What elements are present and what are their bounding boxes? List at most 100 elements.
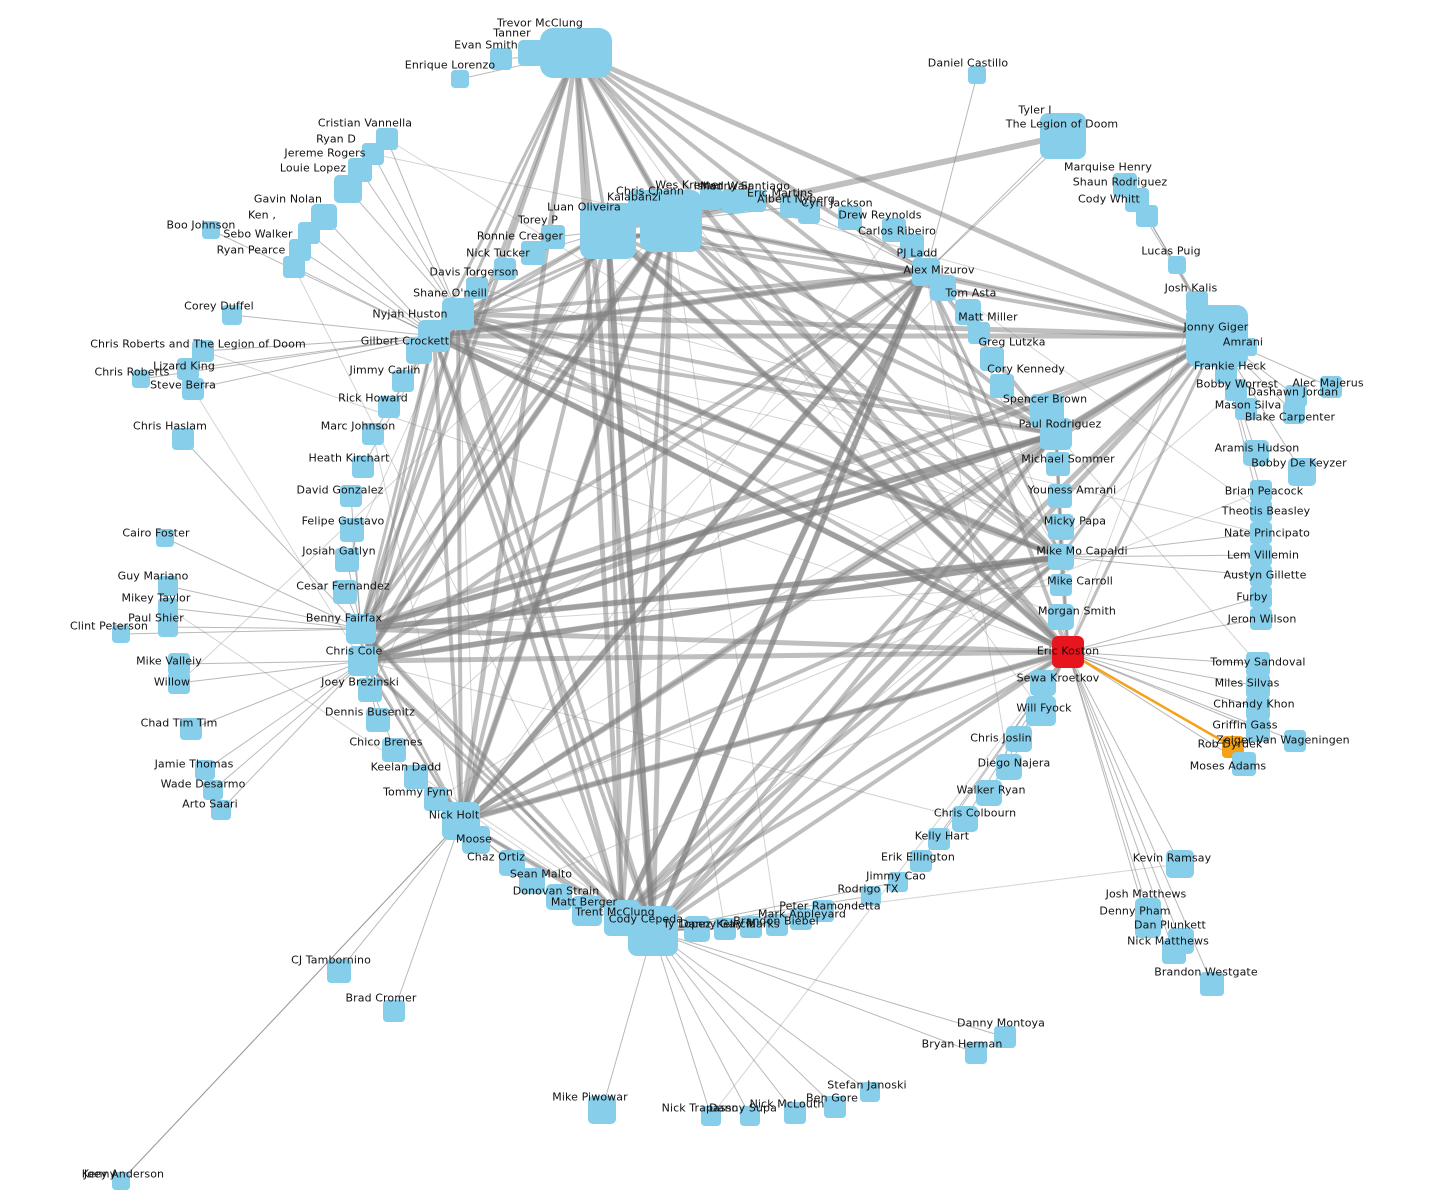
graph-node[interactable] — [158, 598, 178, 618]
graph-node[interactable] — [222, 305, 242, 325]
graph-node[interactable] — [1048, 484, 1072, 508]
graph-node[interactable] — [952, 806, 978, 832]
graph-node[interactable] — [965, 1042, 987, 1064]
graph-node[interactable] — [158, 576, 178, 596]
graph-node[interactable] — [1040, 418, 1072, 450]
graph-node[interactable] — [740, 916, 762, 938]
graph-node[interactable] — [701, 1106, 721, 1126]
graph-node[interactable] — [722, 189, 746, 213]
graph-node[interactable] — [462, 826, 490, 854]
graph-node[interactable] — [519, 868, 545, 894]
graph-node[interactable] — [1048, 544, 1074, 570]
graph-node[interactable] — [358, 678, 382, 702]
graph-node[interactable] — [910, 850, 932, 872]
graph-node[interactable] — [1135, 912, 1161, 938]
graph-node[interactable] — [838, 206, 862, 230]
graph-node[interactable] — [928, 828, 950, 850]
graph-node[interactable] — [798, 202, 820, 224]
graph-node[interactable] — [955, 299, 981, 325]
graph-node[interactable] — [1050, 574, 1072, 596]
graph-node[interactable] — [1250, 480, 1272, 502]
graph-node[interactable] — [112, 625, 130, 643]
graph-node[interactable] — [346, 614, 376, 644]
graph-node[interactable] — [1285, 385, 1307, 407]
graph-node[interactable] — [628, 906, 678, 956]
graph-node[interactable] — [1168, 256, 1186, 274]
graph-node[interactable] — [744, 190, 766, 212]
graph-node[interactable] — [378, 396, 400, 418]
graph-node[interactable] — [1052, 636, 1084, 668]
graph-node[interactable] — [1225, 379, 1247, 401]
graph-node[interactable] — [1048, 514, 1074, 540]
graph-node[interactable] — [156, 529, 174, 547]
graph-node[interactable] — [990, 374, 1014, 398]
graph-node[interactable] — [203, 780, 223, 800]
graph-node[interactable] — [860, 1082, 880, 1102]
graph-node[interactable] — [1200, 972, 1224, 996]
graph-node[interactable] — [1250, 565, 1272, 587]
graph-node[interactable] — [780, 196, 802, 218]
graph-node[interactable] — [1239, 338, 1257, 356]
graph-node[interactable] — [980, 347, 1004, 371]
graph-node[interactable] — [348, 646, 378, 676]
graph-node[interactable] — [1246, 696, 1270, 720]
graph-node[interactable] — [340, 518, 364, 542]
graph-node[interactable] — [298, 222, 320, 244]
graph-node[interactable] — [333, 580, 357, 604]
graph-node[interactable] — [366, 708, 390, 732]
graph-node[interactable] — [283, 256, 305, 278]
graph-node[interactable] — [180, 718, 202, 740]
graph-node[interactable] — [1250, 522, 1272, 544]
graph-node[interactable] — [1250, 500, 1272, 522]
graph-node[interactable] — [1006, 726, 1032, 752]
graph-node[interactable] — [392, 370, 414, 392]
graph-node[interactable] — [177, 358, 199, 380]
graph-node[interactable] — [1246, 652, 1270, 676]
graph-node[interactable] — [327, 959, 351, 983]
graph-node[interactable] — [824, 1096, 846, 1118]
graph-node[interactable] — [340, 485, 362, 507]
graph-node[interactable] — [766, 914, 788, 936]
graph-node[interactable] — [168, 672, 190, 694]
graph-node[interactable] — [861, 886, 881, 906]
graph-node[interactable] — [994, 1026, 1016, 1048]
graph-node[interactable] — [976, 780, 1002, 806]
graph-node[interactable] — [1215, 362, 1237, 384]
graph-node[interactable] — [541, 225, 565, 249]
graph-node[interactable] — [1243, 440, 1269, 466]
graph-node[interactable] — [352, 456, 374, 478]
graph-node[interactable] — [740, 1106, 760, 1126]
graph-node[interactable] — [1136, 205, 1158, 227]
graph-node[interactable] — [158, 617, 178, 637]
graph-node[interactable] — [1048, 604, 1074, 630]
graph-node[interactable] — [490, 48, 512, 70]
graph-node[interactable] — [1048, 127, 1078, 157]
graph-node[interactable] — [1246, 718, 1270, 742]
graph-node[interactable] — [1030, 670, 1056, 696]
graph-node[interactable] — [182, 378, 204, 400]
graph-node[interactable] — [968, 322, 990, 344]
graph-node[interactable] — [684, 916, 710, 942]
graph-node[interactable] — [289, 239, 311, 261]
graph-node[interactable] — [1232, 752, 1256, 776]
graph-node[interactable] — [192, 340, 214, 362]
graph-node[interactable] — [1166, 850, 1194, 878]
graph-node[interactable] — [546, 884, 572, 910]
graph-node[interactable] — [572, 896, 602, 926]
graph-node[interactable] — [1250, 608, 1272, 630]
graph-node[interactable] — [1162, 940, 1186, 964]
graph-node[interactable] — [714, 918, 736, 940]
graph-node[interactable] — [335, 548, 359, 572]
graph-node[interactable] — [700, 188, 722, 210]
graph-node[interactable] — [406, 338, 432, 364]
graph-node[interactable] — [112, 1172, 130, 1190]
graph-node[interactable] — [1186, 305, 1248, 367]
graph-node[interactable] — [996, 754, 1022, 780]
graph-node[interactable] — [211, 800, 231, 820]
graph-node[interactable] — [580, 203, 636, 259]
graph-node[interactable] — [1288, 458, 1316, 486]
graph-node[interactable] — [466, 277, 488, 299]
graph-node[interactable] — [132, 370, 150, 388]
graph-node[interactable] — [1046, 452, 1070, 476]
